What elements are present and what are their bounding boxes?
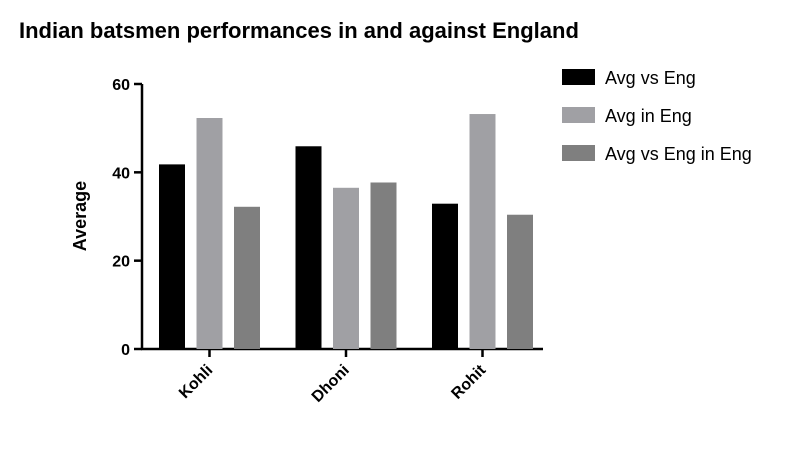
x-tick-label: Kohli <box>176 362 216 402</box>
bars <box>159 114 533 350</box>
y-tick-label: 60 <box>112 77 130 94</box>
legend-swatch <box>562 69 595 85</box>
legend-label: Avg in Eng <box>605 106 692 126</box>
y-axis-title: Average <box>70 181 90 251</box>
x-tick-label: Dhoni <box>309 362 353 406</box>
x-tick-label: Rohit <box>448 361 489 402</box>
y-tick-label: 20 <box>112 254 130 271</box>
bar <box>432 203 458 349</box>
bar <box>295 146 322 349</box>
legend-label: Avg vs Eng <box>605 68 696 88</box>
legend: Avg vs Eng Avg in Eng Avg vs Eng in Eng <box>562 68 752 164</box>
bar <box>333 187 359 349</box>
x-axis: Kohli Dhoni Rohit <box>141 347 543 406</box>
y-tick-label: 40 <box>112 165 130 182</box>
bar <box>370 182 397 349</box>
bar <box>469 114 496 350</box>
y-tick-label: 0 <box>121 342 130 359</box>
legend-label: Avg vs Eng in Eng <box>605 144 752 164</box>
bar <box>159 164 185 349</box>
legend-swatch <box>562 107 595 123</box>
bar <box>196 118 223 349</box>
y-axis: 0 20 40 60 <box>112 77 144 359</box>
bar <box>507 214 533 349</box>
chart-title: Indian batsmen performances in and again… <box>19 18 579 43</box>
bar <box>234 206 260 349</box>
legend-swatch <box>562 145 595 161</box>
